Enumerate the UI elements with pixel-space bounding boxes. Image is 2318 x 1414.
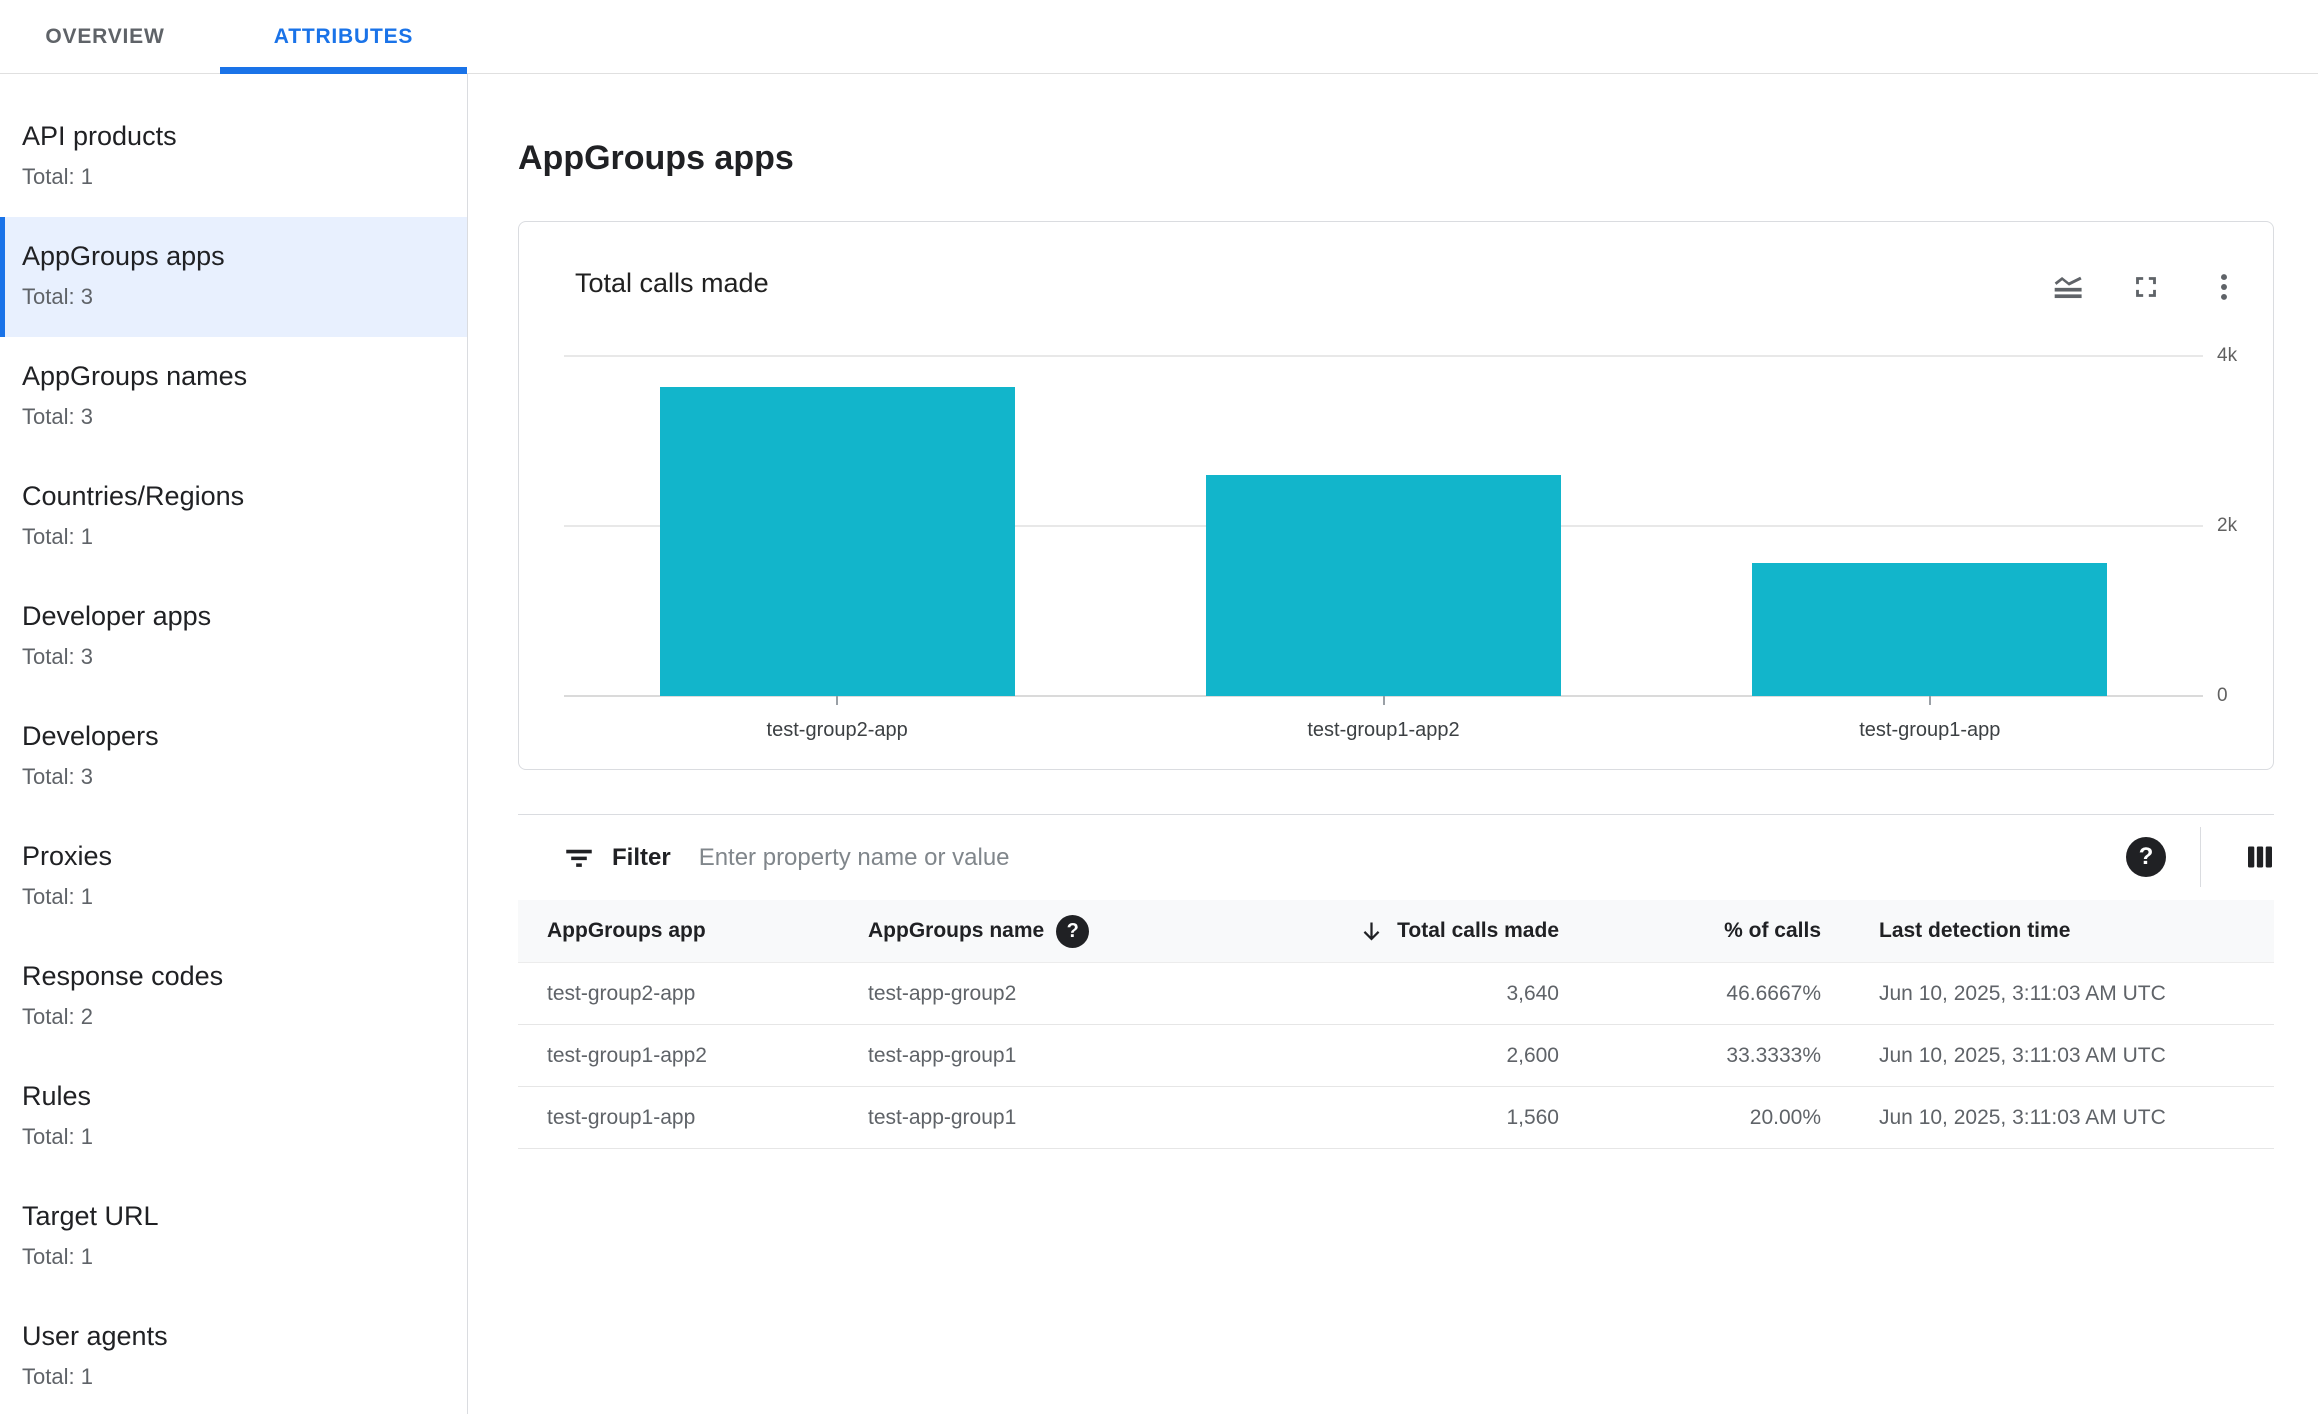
sidebar-item-total: Total: 1 [22, 1124, 93, 1149]
cell-total-calls-made: 1,560 [1506, 1105, 1559, 1129]
sidebar-item-api-products[interactable]: API products Total: 1 [0, 97, 467, 217]
sidebar-item-response-codes[interactable]: Response codes Total: 2 [0, 937, 467, 1057]
fullscreen-icon[interactable] [2129, 270, 2163, 304]
more-vert-icon[interactable] [2207, 270, 2241, 304]
filter-row: Filter ? [518, 815, 2274, 900]
sidebar-item-label: Developer apps [22, 601, 212, 631]
cell-appgroups-app: test-group2-app [547, 981, 696, 1005]
cell-appgroups-name: test-app-group2 [868, 981, 1017, 1005]
help-icon[interactable]: ? [2126, 837, 2166, 877]
cell-last-detection-time: Jun 10, 2025, 3:11:03 AM UTC [1879, 981, 2166, 1005]
table-row[interactable]: test-group2-app test-app-group2 3,640 46.66… [518, 963, 2274, 1025]
sidebar-item-total: Total: 3 [22, 284, 93, 309]
column-header-appgroups-app[interactable]: AppGroups app [547, 919, 868, 943]
sidebar-item-total: Total: 1 [22, 884, 93, 909]
bar-test-group2-app[interactable] [659, 386, 1015, 696]
cell-last-detection-time: Jun 10, 2025, 3:11:03 AM UTC [1879, 1105, 2166, 1129]
sidebar-item-label: Target URL [22, 1201, 159, 1231]
sidebar-item-developers[interactable]: Developers Total: 3 [0, 697, 467, 817]
sidebar-item-total: Total: 1 [22, 1364, 93, 1389]
sidebar-item-total: Total: 2 [22, 1004, 93, 1029]
sidebar-item-total: Total: 3 [22, 644, 93, 669]
column-header-last-detection-time[interactable]: Last detection time [1821, 919, 2274, 943]
x-axis-label: test-group1-app2 [1307, 719, 1460, 741]
sidebar-item-appgroups-names[interactable]: AppGroups names Total: 3 [0, 337, 467, 457]
column-header-appgroups-name[interactable]: AppGroups name? [868, 914, 1198, 948]
cell-total-calls-made: 3,640 [1506, 981, 1559, 1005]
sidebar-item-target-url[interactable]: Target URL Total: 1 [0, 1177, 467, 1297]
bar-test-group1-app2[interactable] [1206, 475, 1561, 696]
sidebar-item-label: Proxies [22, 841, 113, 871]
sidebar-item-developer-apps[interactable]: Developer apps Total: 3 [0, 577, 467, 697]
toolbar-divider [2200, 827, 2201, 887]
filter-input[interactable] [698, 843, 1699, 872]
sidebar-item-label: API products [22, 121, 177, 151]
cell-last-detection-time: Jun 10, 2025, 3:11:03 AM UTC [1879, 1043, 2166, 1067]
y-axis-tick-label: 0 [2217, 685, 2228, 706]
column-header--of-calls[interactable]: % of calls [1559, 919, 1821, 943]
column-header-label: AppGroups name [868, 919, 1045, 942]
x-axis-tick [1928, 696, 1931, 705]
y-axis-tick-label: 4k [2217, 345, 2238, 366]
sidebar-item-total: Total: 3 [22, 764, 93, 789]
sidebar-item-label: Countries/Regions [22, 481, 245, 511]
sidebar-item-appgroups-apps[interactable]: AppGroups apps Total: 3 [0, 217, 467, 337]
sidebar-item-label: Developers [22, 721, 159, 751]
sidebar-item-label: AppGroups apps [22, 241, 225, 271]
sidebar-item-countries-regions[interactable]: Countries/Regions Total: 1 [0, 457, 467, 577]
sidebar-item-label: User agents [22, 1321, 168, 1351]
sidebar-item-label: Rules [22, 1081, 92, 1111]
x-axis-tick [1382, 696, 1385, 705]
gridline-4k [564, 355, 2203, 357]
column-header-label: Last detection time [1879, 919, 2071, 942]
tab-bar: OVERVIEW ATTRIBUTES [0, 0, 2318, 74]
page-title: AppGroups apps [518, 139, 794, 177]
x-axis-tick [836, 696, 839, 705]
column-header-total-calls-made[interactable]: Total calls made [1198, 918, 1559, 945]
view-columns-icon[interactable] [2242, 839, 2278, 875]
sidebar-item-total: Total: 1 [22, 524, 93, 549]
sort-desc-icon[interactable] [1358, 918, 1385, 945]
chart-toolbar [2051, 270, 2241, 304]
sidebar-item-user-agents[interactable]: User agents Total: 1 [0, 1297, 467, 1414]
bar-test-group1-app[interactable] [1752, 563, 2108, 696]
attribute-table-section: Filter ? AppGroups app AppGroups name? Tot… [518, 814, 2274, 1149]
chart-title: Total calls made [575, 268, 769, 298]
table-row[interactable]: test-group1-app2 test-app-group1 2,600 33.3… [518, 1025, 2274, 1087]
table-row[interactable]: test-group1-app test-app-group1 1,560 20.00… [518, 1087, 2274, 1149]
cell-appgroups-name: test-app-group1 [868, 1043, 1017, 1067]
filter-label: Filter [612, 843, 671, 871]
table-header-row: AppGroups app AppGroups name? Total calls … [518, 900, 2274, 963]
bar-chart: 0 2k 4k test-group2-app test-group1-app2 test… [519, 222, 2273, 769]
sidebar-item-total: Total: 1 [22, 1244, 93, 1269]
cell-appgroups-app: test-group1-app [547, 1105, 696, 1129]
filter-list-icon [562, 841, 596, 875]
x-axis-label: test-group2-app [766, 719, 908, 741]
cell-total-calls-made: 2,600 [1506, 1043, 1559, 1067]
cell--of-calls: 33.3333% [1726, 1043, 1821, 1067]
sidebar-item-label: AppGroups names [22, 361, 248, 391]
total-calls-chart-card: Total calls made 0 2k 4k test-group2 [518, 221, 2274, 770]
cell-appgroups-name: test-app-group1 [868, 1105, 1017, 1129]
sidebar-item-proxies[interactable]: Proxies Total: 1 [0, 817, 467, 937]
sidebar-item-label: Response codes [22, 961, 224, 991]
tab-attributes[interactable]: ATTRIBUTES [220, 0, 467, 74]
cell--of-calls: 20.00% [1749, 1105, 1821, 1129]
chart-type-icon[interactable] [2051, 270, 2085, 304]
tab-overview[interactable]: OVERVIEW [45, 25, 165, 48]
column-header-label: % of calls [1724, 919, 1821, 942]
sidebar-item-total: Total: 3 [22, 404, 93, 429]
column-header-label: Total calls made [1397, 919, 1559, 942]
sidebar-item-rules[interactable]: Rules Total: 1 [0, 1057, 467, 1177]
attributes-sidebar: API products Total: 1 AppGroups apps Total:… [0, 74, 468, 1414]
sidebar-item-total: Total: 1 [22, 164, 93, 189]
cell--of-calls: 46.6667% [1726, 981, 1821, 1005]
y-axis-tick-label: 2k [2217, 515, 2238, 536]
main-content: AppGroups apps Total calls made [471, 74, 2318, 1414]
column-header-label: AppGroups app [547, 919, 706, 942]
cell-appgroups-app: test-group1-app2 [547, 1043, 707, 1067]
help-icon[interactable]: ? [1056, 914, 1090, 948]
x-axis-label: test-group1-app [1859, 719, 2001, 741]
